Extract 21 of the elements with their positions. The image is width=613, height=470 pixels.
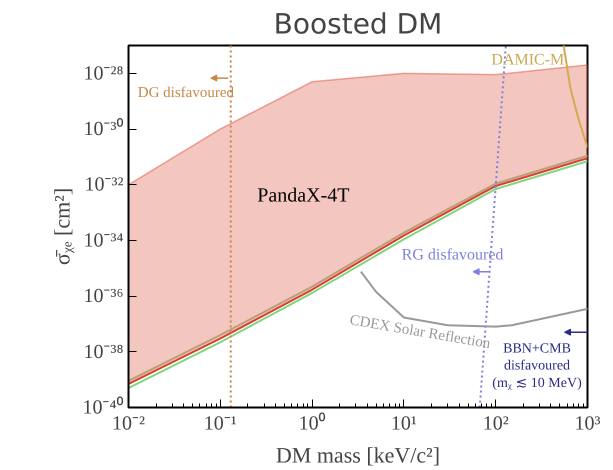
x-tick-label: 10¹ [390, 412, 417, 434]
x-tick-label: 10² [482, 412, 509, 434]
annotation: CDEX Solar Reflection [348, 312, 492, 352]
annotation: BBN+CMB disfavoured (mᵪ ≲ 10 MeV) [492, 341, 582, 391]
annotation: DAMIC-M [491, 51, 564, 68]
x-tick-label: 10⁻¹ [204, 412, 237, 434]
x-tick-label: 10⁻² [112, 412, 145, 434]
y-tick-label: 10⁻³² [84, 174, 124, 196]
y-tick-label: 10⁻³⁸ [84, 340, 124, 363]
y-tick-label: 10⁻³⁴ [84, 229, 124, 252]
y-tick-label: 10⁻²⁸ [84, 62, 124, 84]
x-tick-label: 10⁰ [298, 412, 326, 434]
y-axis-title: σ̄ᵪₑ [cm²] [50, 188, 75, 266]
x-tick-label: 10³ [574, 412, 600, 434]
annotation: PandaX-4T [257, 184, 350, 207]
x-axis-title: DM mass [keV/c²] [276, 442, 440, 468]
y-tick-label: 10⁻³⁰ [84, 117, 124, 140]
y-tick-label: 10⁻³⁶ [84, 285, 124, 308]
chart-title: Boosted DM [274, 8, 442, 40]
annotation: DG disfavoured [138, 84, 234, 101]
annotation: RG disfavoured [402, 246, 504, 264]
